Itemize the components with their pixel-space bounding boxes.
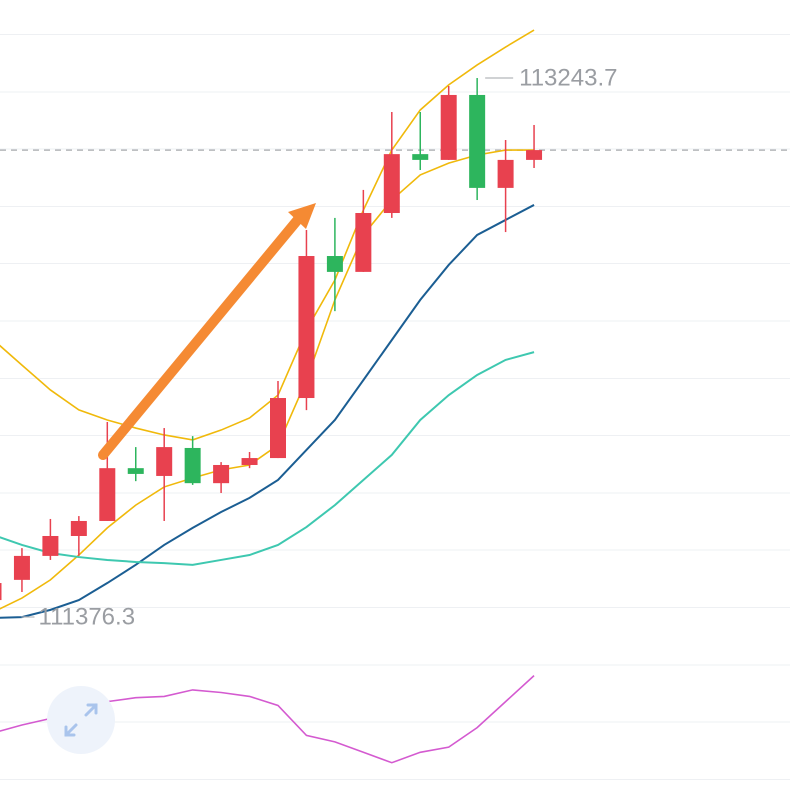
- trend-arrow-shaft: [98, 212, 305, 460]
- candle-body: [156, 447, 173, 476]
- ma-line: [0, 351, 535, 566]
- candle-body: [298, 256, 315, 399]
- candle-body: [270, 398, 286, 459]
- candle-body: [42, 535, 59, 556]
- candle-body: [383, 154, 400, 214]
- candle-body: [355, 213, 372, 272]
- expand-icon[interactable]: [64, 703, 98, 737]
- candle-body: [440, 94, 457, 160]
- trend-arrow-head: [288, 203, 316, 229]
- max-label: 113243.7: [519, 64, 617, 91]
- marks: 113243.7 111376.3: [0, 29, 790, 764]
- candle-body: [99, 468, 116, 521]
- candle-body: [241, 458, 258, 465]
- ma-line: [0, 149, 535, 610]
- candle-body: [70, 520, 87, 536]
- candle-body: [412, 154, 429, 160]
- candle-body: [213, 464, 230, 484]
- min-label: 111376.3: [39, 603, 136, 630]
- candle-body: [184, 447, 201, 484]
- candle-body: [469, 94, 486, 188]
- candle-body: [326, 256, 343, 272]
- candle-body: [497, 159, 514, 188]
- expand-button-bg[interactable]: [47, 686, 115, 754]
- candle-body: [13, 555, 30, 580]
- ma-line: [0, 29, 535, 441]
- candle-body: [127, 468, 144, 474]
- candle-body: [0, 583, 2, 601]
- candle-body: [526, 150, 543, 160]
- ma-line: [0, 204, 535, 619]
